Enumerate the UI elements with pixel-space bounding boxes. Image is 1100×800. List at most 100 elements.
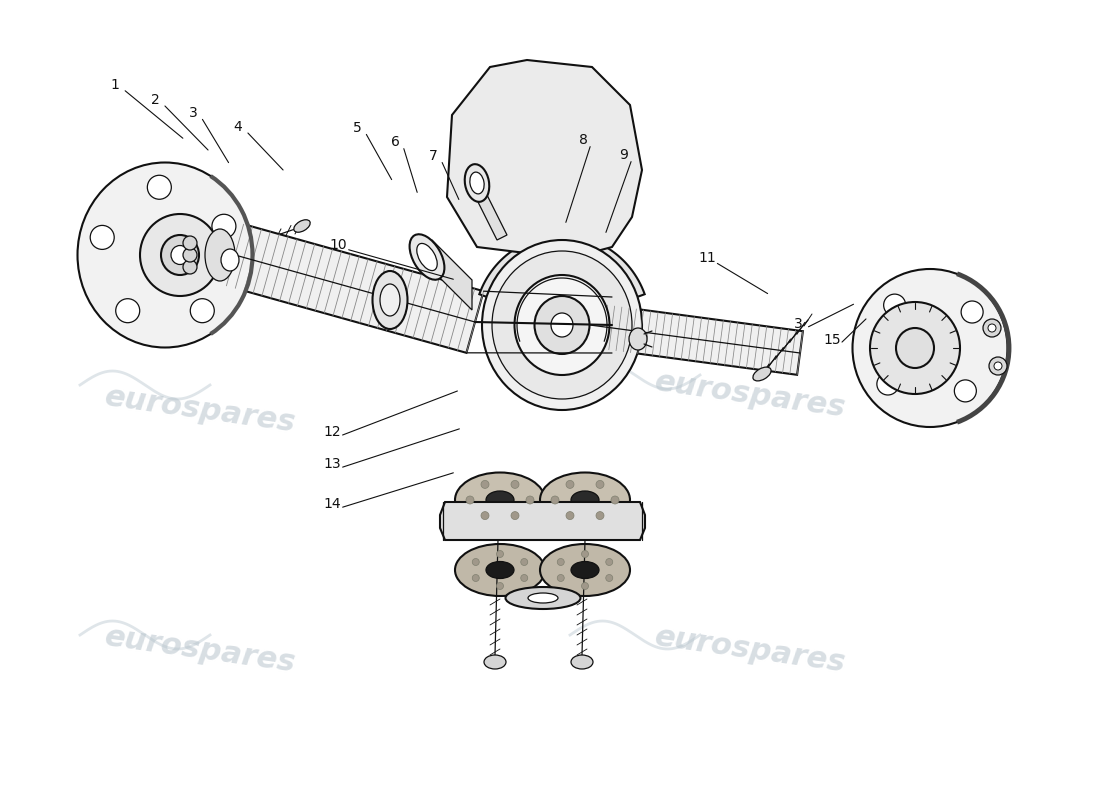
Ellipse shape — [515, 275, 609, 375]
Text: 8: 8 — [579, 133, 587, 147]
Polygon shape — [472, 185, 507, 240]
Ellipse shape — [470, 172, 484, 194]
Circle shape — [994, 362, 1002, 370]
Text: 5: 5 — [353, 121, 362, 135]
Text: 14: 14 — [323, 497, 341, 511]
Circle shape — [512, 511, 519, 519]
Text: 6: 6 — [390, 135, 399, 149]
Circle shape — [566, 511, 574, 519]
Polygon shape — [440, 502, 645, 540]
Circle shape — [983, 319, 1001, 337]
Circle shape — [190, 298, 214, 322]
Circle shape — [512, 481, 519, 489]
Circle shape — [558, 558, 564, 566]
Ellipse shape — [221, 249, 239, 271]
Ellipse shape — [379, 284, 400, 316]
Circle shape — [147, 175, 172, 199]
Ellipse shape — [482, 240, 642, 410]
Circle shape — [481, 511, 490, 519]
Text: 3: 3 — [188, 106, 197, 120]
Circle shape — [606, 574, 613, 582]
Circle shape — [183, 248, 197, 262]
Ellipse shape — [417, 243, 437, 270]
Ellipse shape — [535, 296, 590, 354]
Ellipse shape — [629, 328, 647, 350]
Circle shape — [989, 357, 1006, 375]
Circle shape — [466, 496, 474, 504]
Circle shape — [596, 511, 604, 519]
Polygon shape — [480, 235, 645, 306]
Ellipse shape — [486, 491, 514, 509]
Circle shape — [566, 481, 574, 489]
Text: eurospares: eurospares — [102, 622, 297, 678]
Circle shape — [558, 574, 564, 582]
Ellipse shape — [170, 246, 189, 265]
Ellipse shape — [161, 235, 199, 275]
Ellipse shape — [455, 544, 544, 596]
Ellipse shape — [896, 328, 934, 368]
Ellipse shape — [571, 655, 593, 669]
Circle shape — [883, 294, 905, 316]
Circle shape — [520, 558, 528, 566]
Text: 11: 11 — [698, 251, 716, 265]
Ellipse shape — [540, 544, 630, 596]
Ellipse shape — [486, 562, 514, 578]
Circle shape — [526, 496, 534, 504]
Circle shape — [520, 574, 528, 582]
Circle shape — [961, 301, 983, 323]
Text: 13: 13 — [323, 457, 341, 471]
Circle shape — [955, 380, 977, 402]
Circle shape — [610, 496, 619, 504]
Circle shape — [582, 582, 588, 590]
Ellipse shape — [455, 473, 544, 527]
Text: 4: 4 — [233, 120, 242, 134]
Text: 10: 10 — [329, 238, 346, 252]
Ellipse shape — [870, 302, 960, 394]
Ellipse shape — [528, 593, 558, 603]
Ellipse shape — [77, 162, 253, 347]
Circle shape — [472, 558, 480, 566]
Circle shape — [496, 582, 504, 590]
Circle shape — [496, 550, 504, 558]
Circle shape — [116, 298, 140, 322]
Ellipse shape — [484, 655, 506, 669]
Circle shape — [551, 496, 559, 504]
Text: 9: 9 — [619, 148, 628, 162]
Ellipse shape — [571, 562, 600, 578]
Circle shape — [212, 214, 235, 238]
Text: 15: 15 — [823, 333, 840, 347]
Circle shape — [90, 226, 114, 250]
Text: 1: 1 — [111, 78, 120, 92]
Circle shape — [877, 373, 899, 395]
Ellipse shape — [492, 251, 632, 399]
Circle shape — [582, 550, 588, 558]
Ellipse shape — [571, 491, 600, 509]
Circle shape — [606, 558, 613, 566]
Ellipse shape — [140, 214, 220, 296]
Ellipse shape — [506, 587, 581, 609]
Text: 3: 3 — [793, 317, 802, 331]
Ellipse shape — [409, 234, 444, 280]
Text: eurospares: eurospares — [102, 382, 297, 438]
Polygon shape — [417, 240, 472, 310]
Circle shape — [183, 260, 197, 274]
Circle shape — [472, 574, 480, 582]
Circle shape — [988, 324, 996, 332]
Text: 7: 7 — [429, 149, 438, 163]
Text: 2: 2 — [151, 93, 160, 107]
Ellipse shape — [551, 313, 573, 337]
Ellipse shape — [373, 271, 407, 329]
Polygon shape — [447, 60, 642, 255]
Text: eurospares: eurospares — [652, 367, 847, 422]
Ellipse shape — [205, 229, 235, 281]
Text: eurospares: eurospares — [652, 622, 847, 678]
Polygon shape — [587, 303, 803, 375]
Circle shape — [481, 481, 490, 489]
Polygon shape — [227, 224, 484, 353]
Text: 12: 12 — [323, 425, 341, 439]
Ellipse shape — [852, 269, 1008, 427]
Ellipse shape — [294, 220, 310, 232]
Ellipse shape — [752, 367, 771, 381]
Circle shape — [596, 481, 604, 489]
Circle shape — [183, 236, 197, 250]
